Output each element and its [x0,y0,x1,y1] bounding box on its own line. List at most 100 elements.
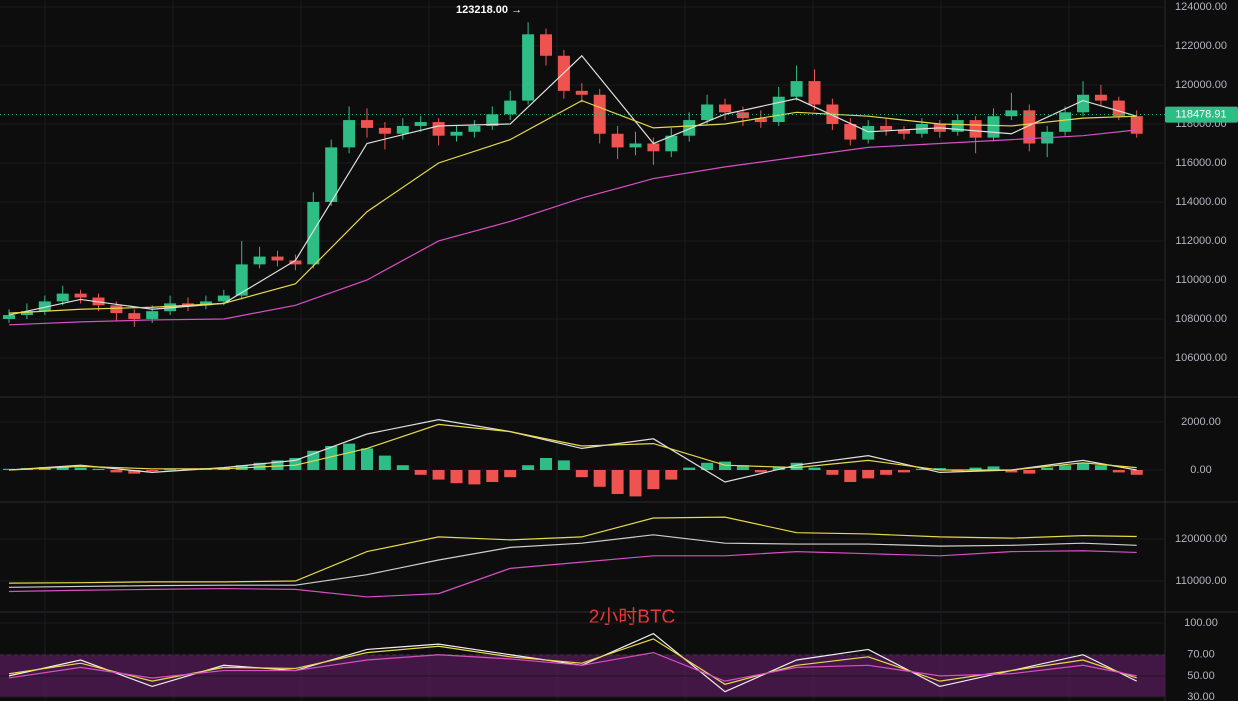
candle-body [754,118,767,123]
y-tick-label: 118000.00 [1175,118,1226,130]
candle-body [182,303,194,306]
y-tick-label: 100.00 [1184,617,1218,629]
macd-bar [92,468,105,471]
macd-bar [1130,470,1143,475]
candle-body [414,122,427,126]
candle-body [1023,110,1036,144]
candle-body [862,125,875,140]
macd-bar [969,467,982,471]
candle-body [1059,112,1072,132]
macd-bar [110,470,123,473]
candle-body [987,116,1000,138]
candle-body [1130,116,1143,134]
macd-bar [1094,465,1107,471]
macd-bar [880,470,893,475]
candle-body [468,125,481,132]
line-series [8,423,1137,471]
candle-body [683,120,696,136]
candle-body [396,125,409,134]
y-tick-label: 108000.00 [1175,313,1227,325]
macd-bar [557,460,570,471]
macd-bar [486,470,499,483]
macd-bar [432,470,445,480]
y-tick-label: 116000.00 [1175,157,1226,169]
candle-body [969,120,982,138]
macd-bar [575,470,588,478]
candle-body [701,104,714,121]
candle-body [343,120,356,148]
macd-bar [361,448,373,471]
macd-bar [915,468,928,471]
macd-bar [808,467,821,471]
line-series [8,638,1137,685]
macd-bar [1059,465,1072,471]
candle-body [719,104,731,113]
candle-body [1005,110,1018,117]
macd-bar [271,460,284,471]
macd-bar [1023,470,1036,474]
candle-body [217,295,230,302]
macd-bar [1112,470,1125,473]
candle-body [56,293,69,302]
macd-bar [790,462,803,471]
macd-bar [289,458,302,471]
y-tick-label: 110000.00 [1175,274,1226,286]
candle-body [736,112,749,119]
candle-body [325,147,338,202]
candle-body [611,133,624,148]
y-tick-label: 70.00 [1187,649,1215,661]
macd-bar [414,470,427,475]
y-tick-label: 106000.00 [1175,352,1227,364]
macd-bar [164,469,177,471]
line-series [8,651,1137,682]
line-series [8,516,1137,584]
candle-body [790,81,803,97]
macd-bar [844,470,857,483]
candle-body [253,256,266,265]
y-tick-label: 0.00 [1190,464,1211,476]
macd-bar [396,465,409,471]
candle-body [450,131,463,136]
chart-title: 2小时BTC [589,606,676,628]
candle-body [361,120,373,128]
y-tick-label: 120000.00 [1175,533,1227,545]
y-tick-label: 124000.00 [1175,1,1227,13]
macd-bar [862,470,875,479]
macd-bar [146,470,159,472]
line-series [8,99,1137,314]
candle-body [271,256,284,261]
macd-bar [343,443,356,471]
candle-body [20,311,33,316]
y-tick-label: 30.00 [1187,691,1215,701]
macd-bar [665,470,678,480]
macd-bar [325,446,338,471]
candle-body [307,201,320,265]
candle-body [146,311,159,319]
macd-bar [522,465,535,471]
candle-body [235,264,248,296]
candle-body [486,114,499,126]
candle-body [74,293,87,298]
candle-body [522,34,535,101]
macd-bar [504,470,517,478]
candle-body [1112,100,1125,117]
macd-bar [1077,462,1089,471]
macd-bar [1005,470,1018,473]
y-tick-label: 120000.00 [1175,79,1227,91]
candle-body [665,135,678,152]
last-price-box [1165,106,1238,123]
macd-bar [701,462,714,471]
last-price-label: 118478.91 [1175,109,1226,121]
macd-bar [540,458,552,471]
candle-body [880,125,893,130]
macd-bar [611,470,624,495]
candle-body [951,120,964,132]
candle-body [772,96,785,123]
macd-bar [772,466,785,471]
candle-body [593,94,606,134]
macd-bar [468,470,481,485]
candle-body [629,143,642,148]
macd-bar [647,470,660,490]
macd-bar [56,466,69,471]
